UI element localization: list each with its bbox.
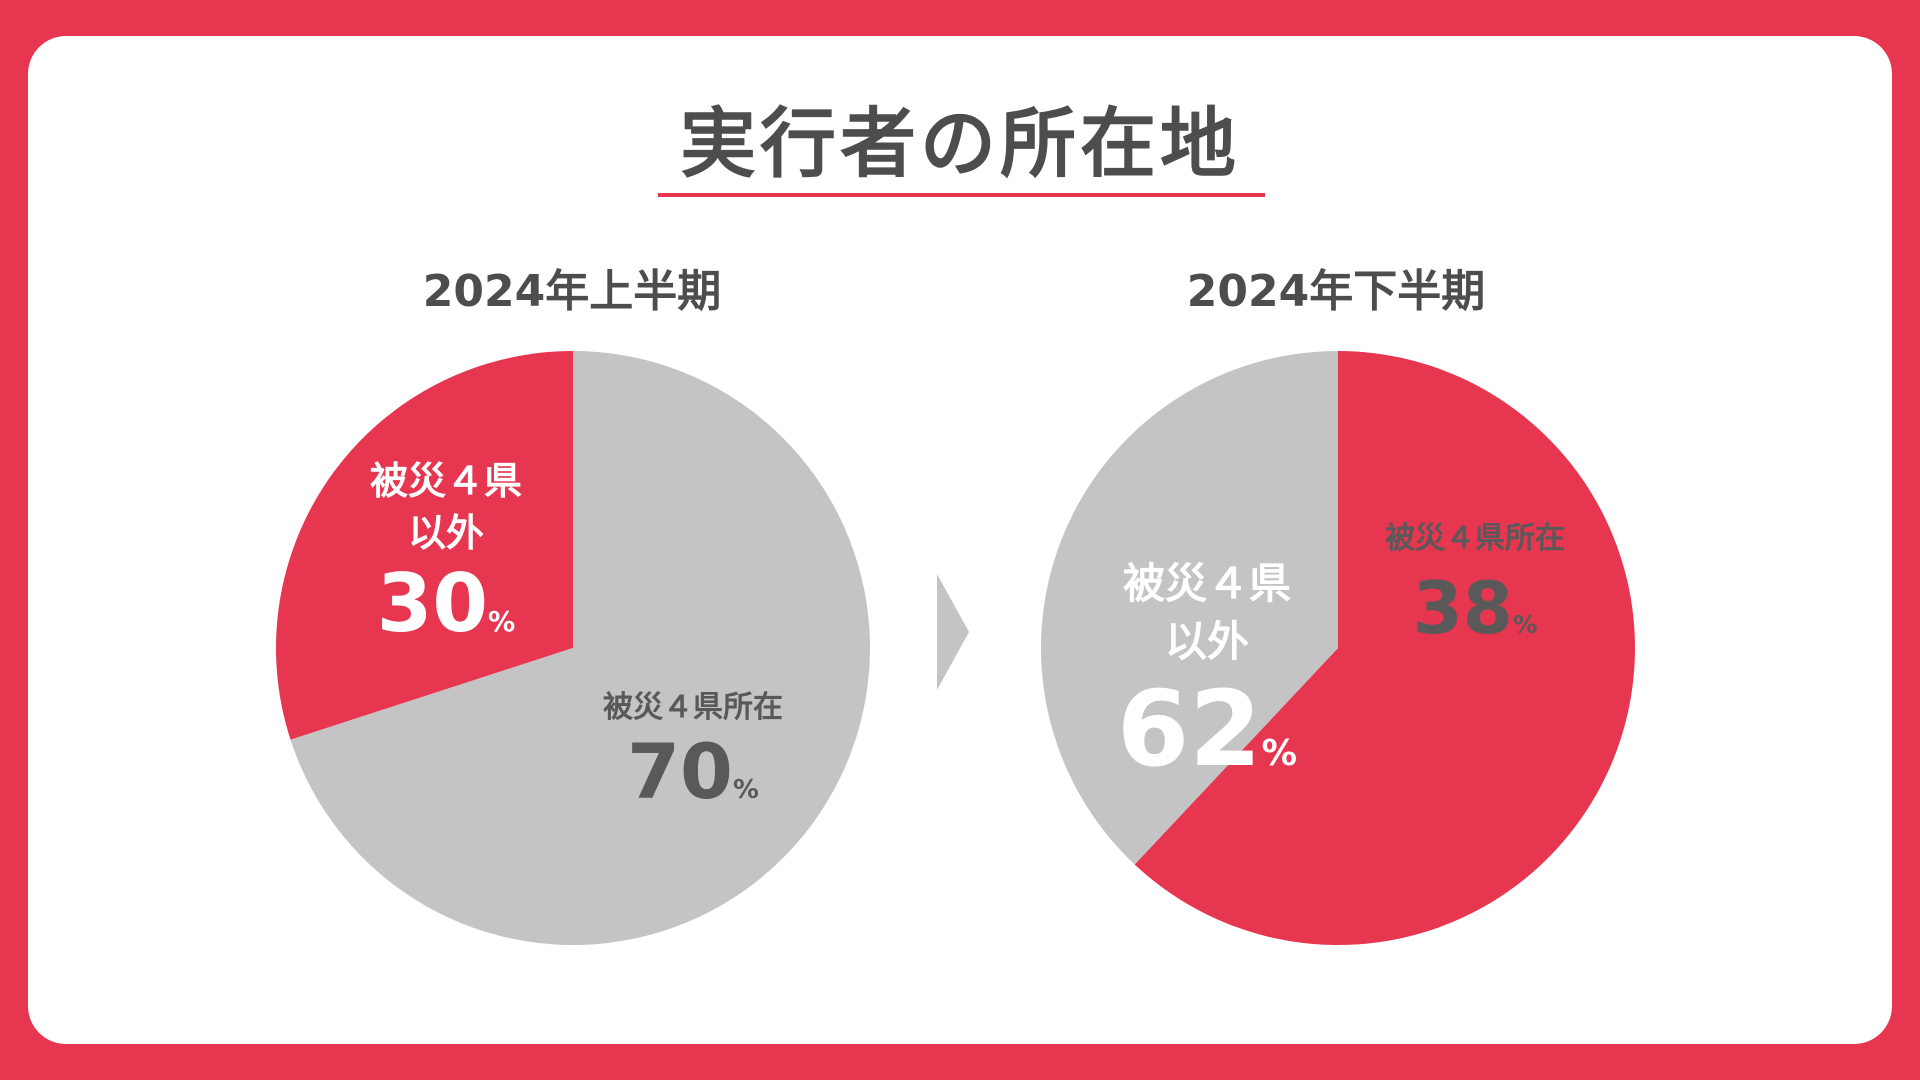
- slice-value-unit: %: [488, 607, 516, 638]
- slice-outside-first-half: [275, 351, 573, 740]
- slice-inside-first-half: [290, 351, 870, 945]
- slice-category-line: 被災４県: [369, 459, 523, 503]
- slice-value-number: 30: [376, 557, 489, 650]
- slice-label-outside-second-half: 被災４県 以外 62%: [1117, 555, 1297, 812]
- slice-category-line: 被災４県所在: [1385, 521, 1565, 556]
- slice-label-outside-first-half: 被災４県 以外 30%: [370, 455, 522, 668]
- slice-category-line: 被災４県所在: [603, 690, 783, 725]
- slice-value-unit: %: [1261, 733, 1298, 774]
- slice-label-inside-first-half: 被災４県所在 70%: [603, 687, 783, 833]
- slice-label-inside-second-half: 被災４県所在 38%: [1385, 518, 1565, 673]
- chart-title-second-half: 2024年下半期: [1186, 266, 1486, 317]
- slice-value-number: 38: [1412, 566, 1513, 650]
- slice-value: 62%: [1117, 671, 1297, 812]
- slice-value-number: 70: [627, 727, 733, 816]
- slice-outside-second-half: [1134, 351, 1636, 945]
- page-title: 実行者の所在地: [680, 99, 1240, 188]
- slice-value: 70%: [603, 729, 783, 833]
- slice-category-line: 被災４県: [1122, 559, 1292, 608]
- title-underline: [658, 193, 1265, 197]
- slice-value: 38%: [1385, 560, 1565, 673]
- slice-category-line: 以外: [1164, 617, 1250, 666]
- slice-value: 30%: [370, 559, 522, 668]
- chart-title-first-half: 2024年上半期: [422, 266, 722, 317]
- pie-chart-second-half: [1041, 351, 1636, 945]
- slice-category-line: 以外: [407, 511, 485, 555]
- chevron-right-icon: [937, 574, 969, 690]
- slice-inside-second-half: [1041, 351, 1338, 865]
- pie-chart-first-half: [275, 351, 870, 945]
- slice-value-unit: %: [1512, 610, 1538, 639]
- slice-value-number: 62: [1116, 668, 1262, 790]
- slice-value-unit: %: [732, 775, 759, 805]
